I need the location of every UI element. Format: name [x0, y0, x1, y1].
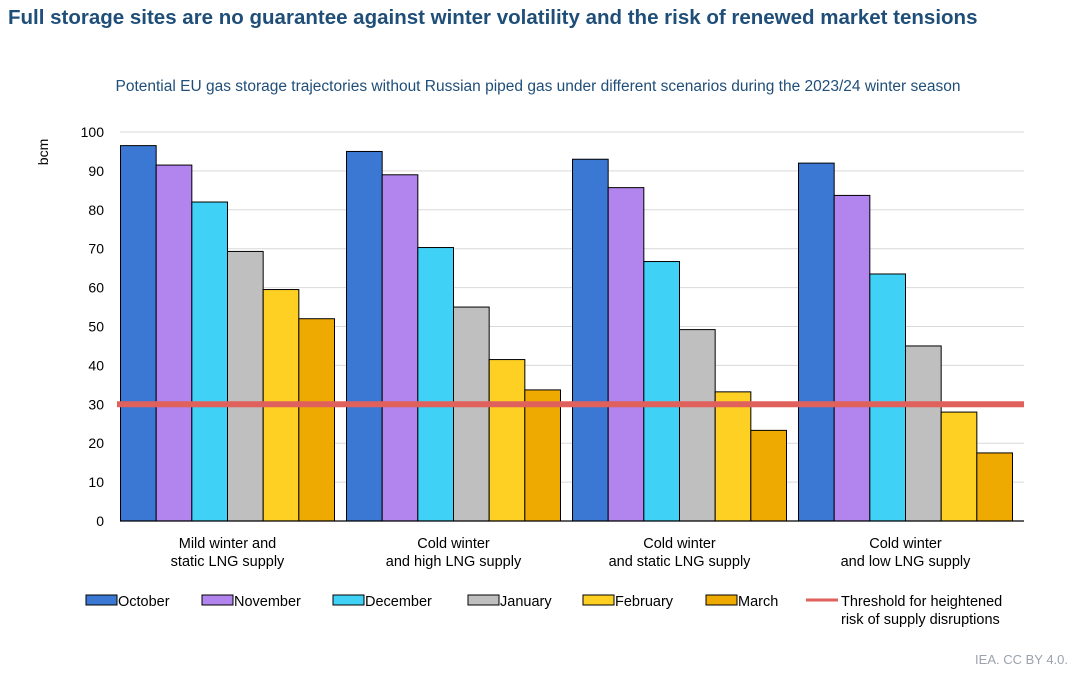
y-tick-label: 10: [88, 474, 104, 490]
legend-label: November: [234, 594, 301, 610]
bar: [714, 391, 752, 522]
y-tick-label: 70: [88, 241, 104, 257]
bar: [679, 329, 716, 522]
legend-label: February: [615, 594, 674, 610]
bar: [572, 158, 609, 522]
legend-swatch: [467, 594, 500, 606]
x-tick-label: and high LNG supply: [386, 554, 522, 570]
x-tick-label: Cold winter: [417, 536, 490, 552]
bar: [155, 164, 193, 522]
bar: [976, 452, 1013, 522]
bar: [750, 429, 787, 522]
source-credit: IEA. CC BY 4.0.: [975, 652, 1068, 667]
x-tick-label: Cold winter: [869, 536, 942, 552]
chart-subtitle: Potential EU gas storage trajectories wi…: [115, 78, 961, 95]
y-axis-label: bcm: [35, 139, 51, 165]
y-tick-label: 100: [81, 124, 105, 140]
legend-swatch: [705, 594, 738, 606]
x-tick-label: Mild winter and: [179, 536, 277, 552]
bar: [607, 187, 645, 522]
legend-label: risk of supply disruptions: [841, 612, 1000, 628]
bar: [417, 247, 455, 522]
legend-label: March: [738, 594, 778, 610]
y-tick-label: 80: [88, 202, 104, 218]
bar: [643, 261, 680, 522]
x-tick-label: and static LNG supply: [609, 554, 752, 570]
legend-swatch: [201, 594, 234, 606]
x-tick-label: and low LNG supply: [841, 554, 972, 570]
y-tick-label: 0: [96, 513, 104, 529]
y-tick-label: 30: [88, 396, 104, 412]
bar: [869, 273, 906, 522]
bar: [298, 318, 336, 522]
bar: [120, 145, 157, 522]
bar: [524, 389, 561, 522]
legend-label: December: [365, 594, 432, 610]
legend-label: January: [500, 594, 552, 610]
legend-swatch: [85, 594, 118, 606]
y-tick-label: 40: [88, 357, 104, 373]
bar: [488, 359, 526, 522]
bar: [227, 250, 264, 522]
legend-swatch: [582, 594, 615, 606]
x-tick-label: Cold winter: [643, 536, 716, 552]
bar: [381, 174, 419, 522]
chart-title: Full storage sites are no guarantee agai…: [8, 6, 978, 29]
legend-swatch: [332, 594, 365, 606]
y-tick-label: 20: [88, 435, 104, 451]
y-tick-label: 60: [88, 280, 104, 296]
bar: [346, 150, 383, 522]
bar: [191, 201, 228, 522]
bar: [798, 162, 835, 522]
bar: [905, 345, 942, 522]
legend-label: Threshold for heightened: [841, 594, 1002, 610]
legend-label: October: [118, 594, 170, 610]
bar: [833, 194, 871, 522]
bar: [940, 411, 978, 522]
y-tick-label: 90: [88, 163, 104, 179]
y-tick-label: 50: [88, 319, 104, 335]
x-tick-label: static LNG supply: [171, 554, 285, 570]
bar: [453, 306, 490, 522]
